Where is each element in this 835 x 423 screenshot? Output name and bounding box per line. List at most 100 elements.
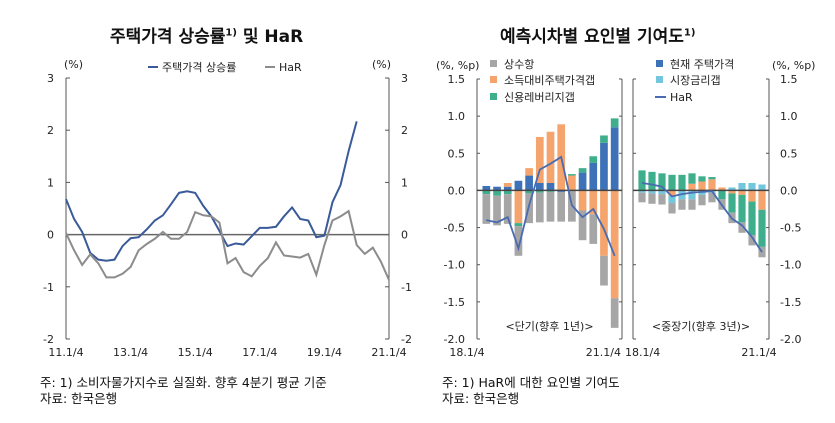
bar-constant <box>638 192 646 203</box>
bar-credit-gap <box>748 201 756 235</box>
bar-income-gap <box>600 190 608 256</box>
legend-label: 시장금리갭 <box>670 74 721 87</box>
bar-credit-gap <box>648 171 656 191</box>
y-tick-label-left: -2.0 <box>444 333 465 346</box>
note-line: 주: 1) HaR에 대한 요인별 기여도 <box>442 375 620 390</box>
y-tick-label-left: -1 <box>43 281 54 294</box>
bar-constant <box>648 193 656 204</box>
left-chart-title: 주택가격 상승률1) 및 HaR <box>110 22 303 47</box>
bar-income-gap <box>728 190 736 194</box>
note-line: 주: 1) 소비자물가지수로 실질화. 향후 4분기 평균 기준 <box>40 375 327 390</box>
bar-current-price <box>578 172 587 191</box>
series-line-har <box>65 209 390 281</box>
x-tick-label: 19.1/4 <box>307 346 342 359</box>
legend-label: 소득대비주택가격갭 <box>504 74 595 87</box>
y-tick-label-left: 1.5 <box>448 73 466 86</box>
bar-income-gap <box>688 183 696 191</box>
bar-credit-gap <box>535 190 544 193</box>
bar-constant <box>748 235 756 246</box>
bar-constant <box>738 222 746 233</box>
bar-income-gap <box>610 190 619 299</box>
bar-income-gap <box>514 190 523 224</box>
panel-label: <단기(향후 1년)> <box>505 320 593 333</box>
bar-credit-gap <box>610 118 619 128</box>
bar-credit-gap <box>589 156 598 163</box>
bar-current-price <box>514 180 523 191</box>
bar-rate-gap <box>738 183 746 191</box>
y-tick-label-right: 1.0 <box>780 110 798 123</box>
bar-income-gap <box>708 179 716 191</box>
y-tick-label-right: -0.5 <box>780 222 801 235</box>
bar-constant <box>578 210 587 241</box>
bar-rate-gap <box>748 183 756 191</box>
bar-constant <box>610 298 619 328</box>
legend-swatch <box>490 93 497 100</box>
series-line-house-price <box>65 121 358 262</box>
y-tick-label-left: 0.5 <box>448 147 466 160</box>
x-tick-label: 18.1/4 <box>625 346 660 359</box>
bar-income-gap <box>578 190 587 211</box>
title-text: 주택가격 상승률 <box>110 27 226 47</box>
legend-swatch <box>656 60 663 67</box>
right-chart-title: 예측시차별 요인별 기여도1) <box>500 22 695 47</box>
x-tick-label: 17.1/4 <box>242 346 277 359</box>
y-tick-label-right: 1 <box>401 176 408 189</box>
bar-credit-gap <box>738 194 746 223</box>
bar-income-gap <box>535 136 544 183</box>
bar-rate-gap <box>758 184 766 191</box>
title-footnote-mark: 1) <box>225 27 237 39</box>
bar-credit-gap <box>525 190 533 194</box>
bar-rate-gap <box>728 187 736 191</box>
bar-credit-gap <box>758 209 766 247</box>
bar-credit-gap <box>638 170 646 191</box>
y-tick-label-left: 0 <box>47 229 54 242</box>
left-notes: 주: 1) 소비자물가지수로 실질화. 향후 4분기 평균 기준 자료: 한국은… <box>40 375 327 407</box>
legend-label: 현재 주택가격 <box>670 58 734 71</box>
bar-constant <box>600 255 608 286</box>
bar-rate-gap <box>648 190 656 194</box>
y-tick-label-left: 1 <box>47 176 54 189</box>
bar-income-gap <box>698 181 706 191</box>
bar-credit-gap <box>658 173 666 191</box>
bar-credit-gap <box>568 174 576 176</box>
y-tick-label-left: -1.5 <box>444 296 465 309</box>
bar-constant <box>589 214 598 244</box>
bar-constant <box>668 203 676 214</box>
y-tick-label-right: -1 <box>401 281 412 294</box>
bar-constant <box>698 194 706 206</box>
bar-constant <box>514 226 523 256</box>
bar-credit-gap <box>503 190 512 195</box>
x-tick-label: 21.1/4 <box>371 346 406 359</box>
bar-constant <box>493 195 501 226</box>
legend-label: HaR <box>670 91 693 104</box>
y-unit-right: (%, %p) <box>772 59 815 72</box>
x-tick-label: 21.1/4 <box>741 346 776 359</box>
bar-income-gap <box>758 190 766 210</box>
bar-income-gap <box>718 187 726 191</box>
bar-rate-gap <box>668 195 676 204</box>
title-tail: 및 HaR <box>236 27 304 47</box>
source-line: 자료: 한국은행 <box>442 391 520 406</box>
y-tick-label-right: 0.0 <box>780 184 798 197</box>
bar-constant <box>503 194 512 224</box>
bar-constant <box>688 199 696 210</box>
bar-credit-gap <box>514 223 523 227</box>
y-tick-label-right: -2 <box>401 333 412 346</box>
right-notes: 주: 1) HaR에 대한 요인별 기여도 자료: 한국은행 <box>442 375 620 407</box>
y-tick-label-left: 3 <box>47 72 54 85</box>
bar-income-gap <box>503 183 512 187</box>
title-text: 예측시차별 요인별 기여도 <box>500 27 684 47</box>
legend-swatch <box>490 60 497 67</box>
x-tick-label: 15.1/4 <box>178 346 213 359</box>
bar-income-gap <box>589 190 598 215</box>
y-tick-label-left: -2 <box>43 333 54 346</box>
bar-credit-gap <box>718 190 726 200</box>
bar-credit-gap <box>728 193 736 213</box>
bar-current-price <box>525 175 533 191</box>
y-tick-label-left: -0.5 <box>444 222 465 235</box>
bar-constant <box>482 194 491 224</box>
bar-rate-gap <box>688 190 696 200</box>
bar-credit-gap <box>678 174 686 191</box>
y-tick-label-right: 0.5 <box>780 147 798 160</box>
bar-constant <box>658 194 666 205</box>
